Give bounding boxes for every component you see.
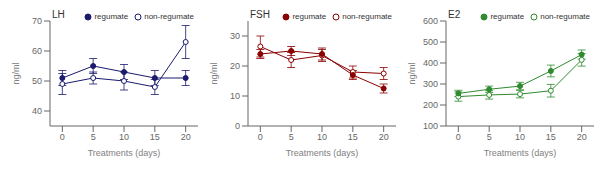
svg-text:40: 40 [32,106,42,116]
svg-text:500: 500 [423,37,438,47]
html-text:regumate: regumate [490,12,525,21]
svg-text:300: 300 [423,79,438,89]
svg-text:5: 5 [289,132,294,142]
svg-text:30: 30 [230,31,240,41]
svg-text:50: 50 [32,76,42,86]
svg-text:200: 200 [423,100,438,110]
svg-text:20: 20 [379,132,389,142]
svg-text:10: 10 [515,132,525,142]
html-text:regumate: regumate [94,12,129,21]
svg-text:ng/ml: ng/ml [407,62,417,84]
html-text:non-regumate: non-regumate [540,12,590,21]
svg-text:20: 20 [181,132,191,142]
html-text:regumate: regumate [292,12,327,21]
html-text:non-regumate: non-regumate [144,12,194,21]
svg-text:400: 400 [423,58,438,68]
svg-text:0: 0 [60,132,65,142]
svg-text:20: 20 [230,61,240,71]
svg-text:70: 70 [32,16,42,26]
svg-text:100: 100 [423,121,438,131]
svg-text:20: 20 [577,132,587,142]
svg-text:Treatments (days): Treatments (days) [286,148,359,158]
svg-text:ng/ml: ng/ml [209,62,219,84]
svg-text:60: 60 [32,46,42,56]
svg-text:10: 10 [230,91,240,101]
svg-text:0: 0 [258,132,263,142]
svg-text:5: 5 [487,132,492,142]
svg-text:Treatments (days): Treatments (days) [484,148,557,158]
svg-text:Treatments (days): Treatments (days) [88,148,161,158]
svg-text:ng/ml: ng/ml [11,62,21,84]
svg-text:15: 15 [546,132,556,142]
svg-text:15: 15 [348,132,358,142]
svg-text:10: 10 [119,132,129,142]
svg-text:15: 15 [150,132,160,142]
svg-text:0: 0 [456,132,461,142]
html-text:LH: LH [52,9,65,20]
html-text:E2: E2 [448,9,461,20]
svg-text:600: 600 [423,16,438,26]
svg-text:0: 0 [235,121,240,131]
svg-text:5: 5 [91,132,96,142]
html-text:FSH: FSH [250,9,270,20]
svg-text:10: 10 [317,132,327,142]
html-text:non-regumate: non-regumate [342,12,392,21]
